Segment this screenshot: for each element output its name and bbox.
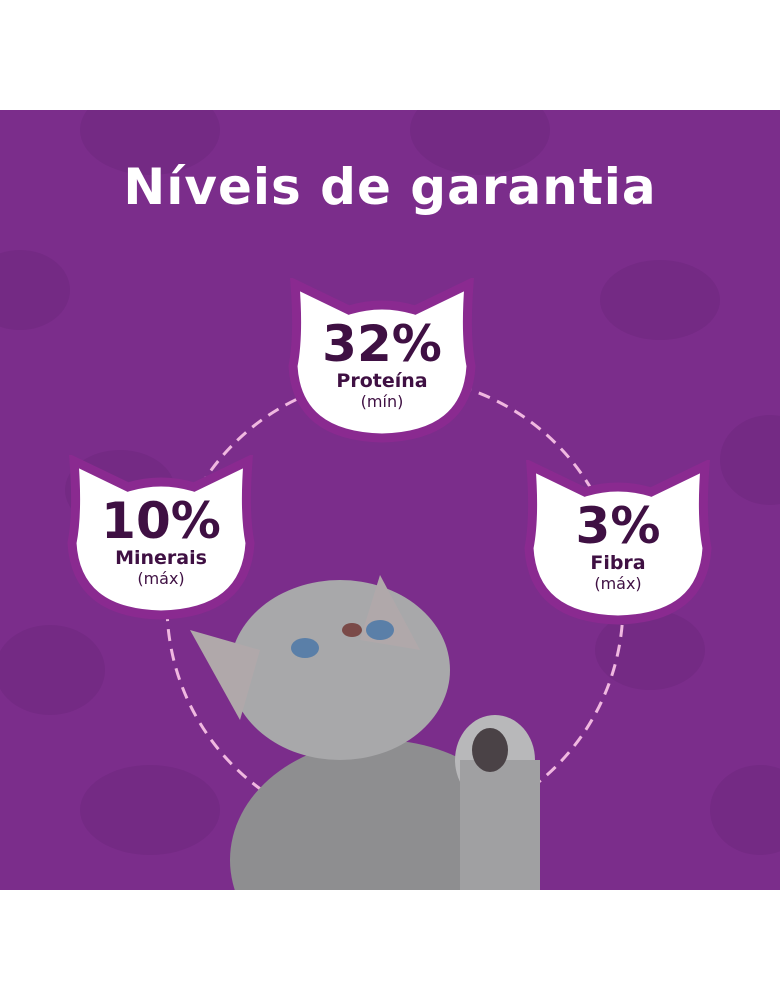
page-title: Níveis de garantia: [123, 158, 657, 216]
badge-protein: 32% Proteína (mín): [287, 278, 477, 443]
background-pattern: [0, 110, 780, 890]
cat-head-icon: [288, 278, 476, 443]
cat-head-icon: [524, 460, 712, 625]
badge-label: Fibra: [590, 552, 646, 574]
cat-head-icon: [67, 455, 255, 620]
kitten-image: [190, 575, 540, 890]
badge-qualifier: (máx): [594, 574, 642, 593]
badge-qualifier: (máx): [137, 569, 185, 588]
badge-label: Minerais: [115, 547, 207, 569]
badge-label: Proteína: [336, 370, 428, 392]
guarantee-panel: Níveis de garantia 32% Proteína (mín) 10…: [0, 110, 780, 890]
badge-fiber: 3% Fibra (máx): [523, 460, 713, 625]
badge-minerals: 10% Minerais (máx): [66, 455, 256, 620]
badge-value: 10%: [101, 492, 221, 550]
badge-value: 3%: [575, 497, 661, 555]
badge-value: 32%: [322, 315, 442, 373]
badge-qualifier: (mín): [360, 392, 404, 411]
